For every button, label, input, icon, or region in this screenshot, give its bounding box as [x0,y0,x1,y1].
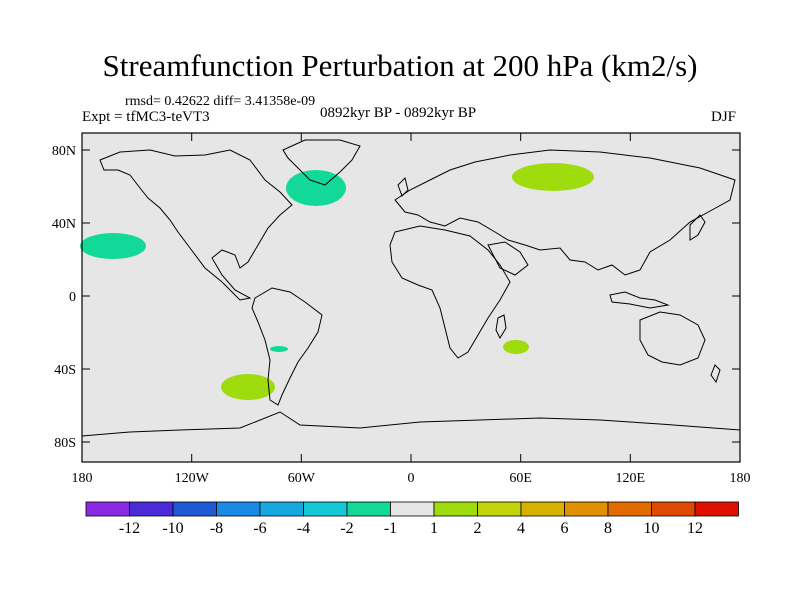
patch-siberia-positive [512,163,594,191]
colorbar-swatch [85,501,130,517]
colorbar-swatch [129,501,174,517]
coastline-indonesia [609,291,670,309]
patch-southeast-pacific-positive [221,374,275,400]
colorbar-swatch [216,501,261,517]
y-tick-label: 80S [54,436,76,451]
coastline-antarctica [81,411,741,437]
ocean-background [82,133,740,462]
coastline-japan [689,214,706,241]
colorbar-label: 2 [474,520,482,537]
colorbar-swatch [172,501,217,517]
y-tick-label: 0 [69,290,76,305]
x-tick-label: 180 [72,471,93,486]
y-tick-marks [82,149,740,443]
coastline-madagascar [495,314,507,340]
colorbar-label: 10 [644,520,660,537]
colorbar-swatch [259,501,304,517]
colorbar-swatch [564,501,609,517]
coastline-eurasia [394,149,736,276]
coastline-africa [389,225,511,359]
patch-south-america-negative [270,346,288,352]
x-tick-label: 180 [730,471,751,486]
colorbar [85,501,739,517]
y-tick-label: 40N [52,217,76,232]
x-tick-label: 120W [175,471,210,486]
colorbar-label: -2 [340,520,353,537]
y-tick-label: 40S [54,363,76,378]
y-tick-label: 80N [52,144,76,159]
colorbar-labels: -12 -10 -8 -6 -4 -2 -1 1 2 4 6 8 10 12 [119,520,703,537]
colorbar-label: -8 [210,520,223,537]
season-label: DJF [711,109,737,125]
coastline-arabia [487,241,529,276]
colorbar-swatch [694,501,739,517]
y-tick-labels: 80N 40N 0 40S 80S [52,144,76,451]
x-tick-label: 60E [509,471,532,486]
x-tick-marks [81,133,741,462]
x-tick-labels: 180 120W 60W 0 60E 120E 180 [72,471,751,486]
colorbar-swatch [607,501,652,517]
x-tick-label: 120E [616,471,646,486]
x-tick-label: 60W [288,471,316,486]
colorbar-label: -4 [297,520,310,537]
colorbar-swatch [433,501,478,517]
stats-text: rmsd= 0.42622 diff= 3.41358e-09 [125,94,316,109]
colorbar-label: 12 [687,520,703,537]
experiment-label: Expt = tfMC3-teVT3 [82,109,210,125]
colorbar-swatch [651,501,696,517]
coastlines [81,139,741,437]
colorbar-label: 8 [604,520,612,537]
chart-title: Streamfunction Perturbation at 200 hPa (… [102,48,698,83]
anomaly-patches [80,163,594,400]
coastline-uk [397,177,409,197]
patch-north-pacific-negative [80,233,146,259]
coastline-new-zealand [710,364,721,384]
colorbar-label: 4 [517,520,525,537]
colorbar-label: -6 [253,520,266,537]
x-tick-label: 0 [408,471,415,486]
coastline-south-america [251,287,323,406]
period-label: 0892kyr BP - 0892kyr BP [320,105,477,121]
colorbar-swatch [303,501,348,517]
patch-south-indian-positive [503,340,529,354]
colorbar-label: -10 [162,520,183,537]
colorbar-swatch [520,501,565,517]
colorbar-swatch [477,501,522,517]
colorbar-label: -12 [119,520,140,537]
colorbar-swatch [346,501,391,517]
coastline-greenland [282,139,361,186]
coastline-australia [639,311,706,366]
colorbar-label: -1 [384,520,397,537]
colorbar-label: 6 [561,520,569,537]
colorbar-swatch [390,501,435,517]
colorbar-label: 1 [430,520,438,537]
coastline-north-america [99,149,293,301]
patch-north-atlantic-negative [286,170,346,206]
